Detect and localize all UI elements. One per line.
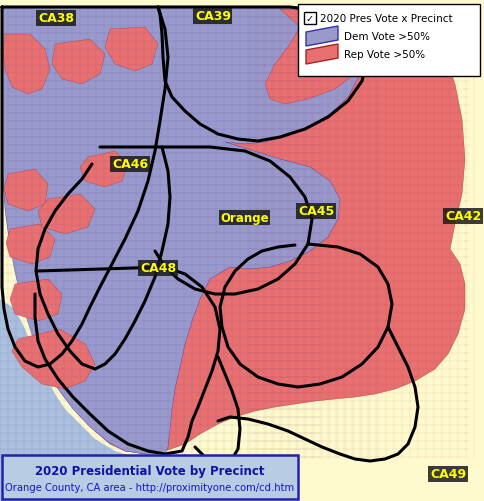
Text: CA49: CA49 [429,467,465,480]
FancyBboxPatch shape [2,455,297,499]
Bar [303,13,316,25]
Polygon shape [10,280,62,321]
Polygon shape [305,45,337,65]
Polygon shape [6,224,55,265]
Text: CA46: CA46 [112,158,148,171]
Text: CA45: CA45 [297,204,333,217]
Polygon shape [2,8,364,454]
Text: ✓: ✓ [305,14,313,24]
Polygon shape [80,152,128,188]
Polygon shape [12,329,95,389]
FancyBboxPatch shape [297,5,479,77]
Text: CA38: CA38 [38,12,74,25]
Text: CA48: CA48 [140,262,176,275]
Text: Dem Vote >50%: Dem Vote >50% [343,32,429,42]
Text: Orange County, CA area - http://proximityone.com/cd.htm: Orange County, CA area - http://proximit… [5,482,294,491]
Polygon shape [38,194,95,234]
Polygon shape [0,8,464,454]
Polygon shape [52,40,105,85]
Polygon shape [0,300,199,501]
Polygon shape [264,10,374,105]
Polygon shape [305,27,337,47]
Text: 2020 Pres Vote x Precinct: 2020 Pres Vote x Precinct [319,14,452,24]
Polygon shape [105,28,158,72]
Polygon shape [3,35,50,95]
Polygon shape [4,170,48,211]
Text: Rep Vote >50%: Rep Vote >50% [343,50,424,60]
Text: CA42: CA42 [444,209,480,222]
Text: CA39: CA39 [195,10,230,23]
Text: 2020 Presidential Vote by Precinct: 2020 Presidential Vote by Precinct [35,464,264,477]
Text: Orange: Orange [220,211,268,224]
